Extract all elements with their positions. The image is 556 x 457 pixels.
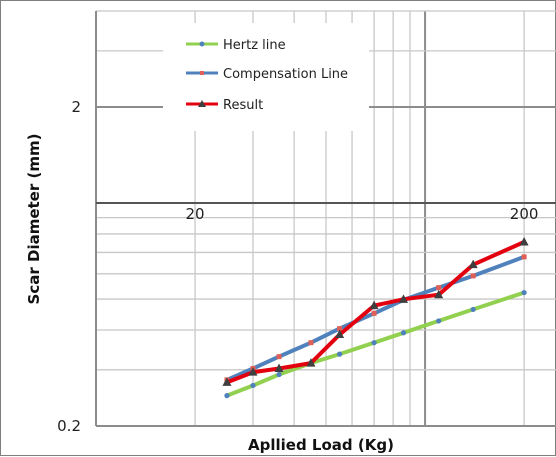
grid-layer	[95, 10, 556, 427]
legend-marker-result	[198, 100, 206, 107]
data-point	[276, 371, 282, 378]
y-tick-label: 0.2	[57, 417, 81, 435]
data-point	[250, 382, 256, 389]
data-point	[306, 358, 316, 367]
legend-marker-compensation	[200, 71, 204, 75]
data-point	[436, 285, 442, 291]
data-point	[521, 289, 527, 296]
data-point	[308, 340, 314, 346]
data-point	[436, 318, 442, 324]
data-point	[248, 367, 258, 376]
x-tick-label: 20	[186, 205, 205, 223]
data-point	[276, 354, 282, 360]
data-point	[521, 254, 527, 260]
data-point	[399, 294, 409, 303]
data-point	[519, 236, 529, 246]
data-point	[335, 329, 345, 339]
data-point	[369, 300, 379, 310]
series-line-1	[224, 254, 527, 382]
tick-layer: 20 200 2 0.2	[57, 98, 538, 435]
data-point	[434, 289, 444, 299]
legend-label-compensation: Compensation Line	[223, 67, 348, 82]
legend-marker-hertz	[199, 41, 205, 47]
x-tick-label: 200	[510, 205, 539, 223]
data-point	[371, 340, 377, 346]
series-line-2	[224, 240, 527, 385]
series-layer	[222, 236, 529, 399]
x-axis-title: Apllied Load (Kg)	[248, 436, 394, 454]
data-point	[468, 259, 478, 269]
legend: Hertz line Compensation Line Result	[163, 23, 369, 131]
data-point	[470, 306, 476, 313]
y-axis-title: Scar Diameter (mm)	[25, 134, 43, 305]
data-point	[274, 363, 284, 372]
data-point	[337, 326, 343, 332]
data-point	[222, 377, 232, 386]
legend-label-result: Result	[223, 98, 263, 113]
series-line-0	[224, 290, 527, 398]
legend-label-hertz: Hertz line	[223, 38, 286, 53]
legend-background	[163, 23, 369, 131]
data-point	[400, 330, 407, 336]
data-point	[371, 310, 377, 316]
data-point	[224, 393, 230, 399]
data-point	[337, 351, 343, 357]
y-tick-label: 2	[71, 98, 81, 116]
data-point	[470, 273, 476, 279]
